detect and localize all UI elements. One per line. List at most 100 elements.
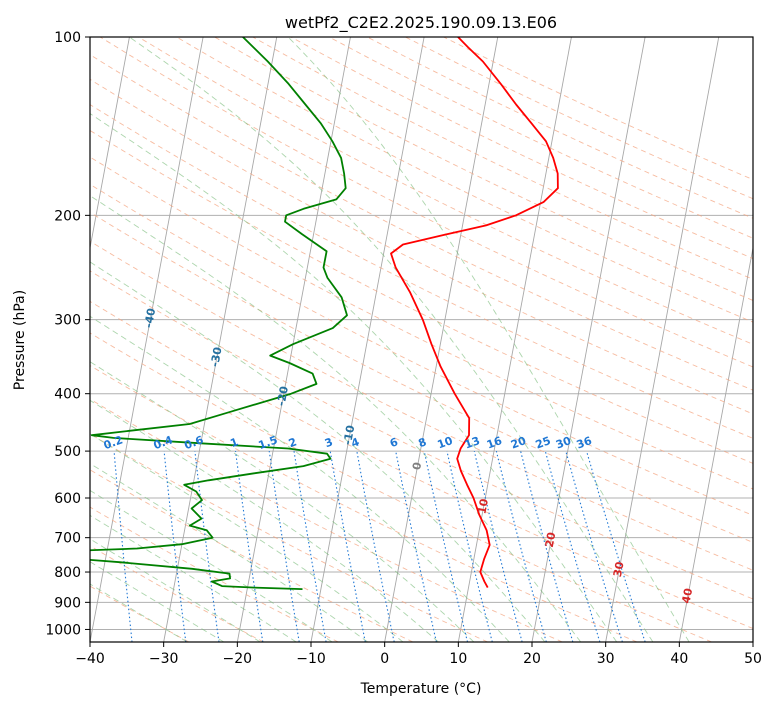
isotherm-label: -30 (208, 346, 224, 368)
x-tick-label: −10 (296, 651, 326, 667)
y-tick-label: 900 (54, 595, 81, 611)
mixing-ratio-line (495, 450, 547, 642)
isotherm (163, 37, 278, 642)
x-tick-label: 40 (670, 651, 688, 667)
mixing-ratio-label: 10 (436, 434, 455, 452)
x-tick-label: −20 (223, 651, 253, 667)
dry-adiabat (90, 300, 753, 629)
mixing-ratio-line (565, 450, 623, 642)
background-lines (90, 37, 753, 642)
mixing-ratio-line (268, 451, 300, 642)
isotherm (236, 37, 351, 642)
mixing-ratio-label: 6 (388, 435, 400, 450)
isotherm-label: 20 (543, 531, 559, 549)
isotherm (310, 37, 425, 642)
isotherm (678, 245, 753, 642)
isotherm (752, 639, 753, 642)
dry-adiabat (90, 398, 563, 642)
y-tick-label: 200 (54, 208, 81, 224)
x-tick-label: 10 (449, 651, 467, 667)
moist-adiabat (90, 561, 225, 642)
y-tick-label: 100 (54, 30, 81, 46)
mixing-ratio-label: 1 (228, 435, 240, 450)
mixing-ratio-line (520, 450, 574, 642)
mixing-ratio-label: 30 (554, 434, 573, 452)
x-tick-label: 50 (744, 651, 762, 667)
moist-adiabat (90, 583, 188, 642)
moist-adiabat (90, 399, 439, 642)
mixing-ratio-label: 0.4 (152, 433, 175, 452)
mixing-ratio-label: 0.6 (182, 433, 205, 452)
y-tick-label: 300 (54, 313, 81, 329)
isotherm-label: 0 (410, 461, 424, 471)
mixing-ratio-line (423, 450, 469, 642)
dry-adiabat (90, 364, 638, 642)
mixing-ratio-label: 36 (575, 434, 594, 452)
mixing-ratio-line (446, 450, 493, 642)
mixing-ratio-label: 25 (534, 434, 553, 451)
dry-adiabat (138, 37, 753, 345)
mixing-ratio-line (586, 450, 646, 642)
dry-adiabat (90, 585, 190, 642)
x-tick-label: −30 (149, 651, 179, 667)
isotherm-label: -20 (275, 385, 291, 407)
moist-adiabat (90, 361, 475, 642)
isotherm (90, 37, 204, 642)
dry-adiabat (405, 37, 753, 200)
mixing-ratio-label: 20 (509, 434, 528, 452)
dry-adiabat (90, 104, 753, 439)
moist-adiabat (90, 261, 546, 642)
dry-adiabat (90, 469, 414, 642)
x-axis: −40 −30 −20 −10 0 10 20 30 40 50 (75, 642, 762, 667)
dry-adiabat (443, 37, 753, 181)
mixing-ratio-label: 4 (349, 435, 361, 450)
dry-adiabat (290, 37, 753, 260)
y-axis-label: Pressure (hPa) (12, 290, 28, 390)
y-tick-label: 1000 (45, 622, 81, 638)
x-tick-label: 30 (597, 651, 615, 667)
line-labels: -100-90-80-70-60-50-40-30-20-10010203040… (90, 268, 696, 605)
mixing-ratio-label: 16 (485, 434, 504, 452)
dry-adiabat (367, 37, 753, 219)
isotherm-label: -40 (142, 307, 158, 329)
moist-adiabat (90, 195, 582, 642)
moist-adiabat (90, 433, 404, 642)
temperature-line (390, 37, 559, 589)
moist-adiabat (90, 538, 261, 642)
y-tick-label: 800 (54, 565, 81, 581)
dry-adiabat (90, 240, 753, 571)
moist-adiabat (90, 463, 368, 642)
isotherm (457, 37, 572, 642)
chart-title: wetPf2_C2E2.2025.190.09.13.E06 (285, 13, 557, 33)
mixing-ratio-label: 3 (323, 435, 335, 450)
mixing-ratio-line (194, 451, 220, 642)
mixing-ratio-line (329, 451, 366, 642)
series-lines (90, 37, 559, 590)
dry-adiabat (90, 183, 753, 516)
x-axis-label: Temperature (°C) (360, 681, 482, 697)
moist-adiabat (129, 37, 654, 642)
dry-adiabat (90, 433, 488, 642)
isotherm-label: 10 (475, 497, 491, 515)
mixing-ratio-label: 13 (463, 434, 482, 451)
x-tick-label: 0 (380, 651, 389, 667)
isotherm (531, 37, 646, 642)
x-tick-label: −40 (75, 651, 105, 667)
dry-adiabat (90, 129, 753, 464)
isotherm (605, 37, 720, 642)
y-tick-label: 600 (54, 491, 81, 507)
dry-adiabat (90, 156, 753, 490)
mixing-ratio-label: 2 (287, 435, 299, 450)
y-tick-label: 400 (54, 387, 81, 403)
mixing-ratio-line (113, 451, 133, 642)
mixing-ratio-line (234, 451, 264, 642)
dry-adiabat (90, 270, 753, 600)
mixing-ratio-line (395, 450, 437, 642)
y-axis: 100 200 300 400 500 600 700 800 900 1000 (45, 30, 90, 638)
isotherm-label: 40 (680, 587, 696, 605)
x-tick-label: 20 (523, 651, 541, 667)
isotherm-label: 30 (611, 560, 627, 578)
dry-adiabat (214, 37, 753, 301)
y-tick-label: 700 (54, 531, 81, 547)
